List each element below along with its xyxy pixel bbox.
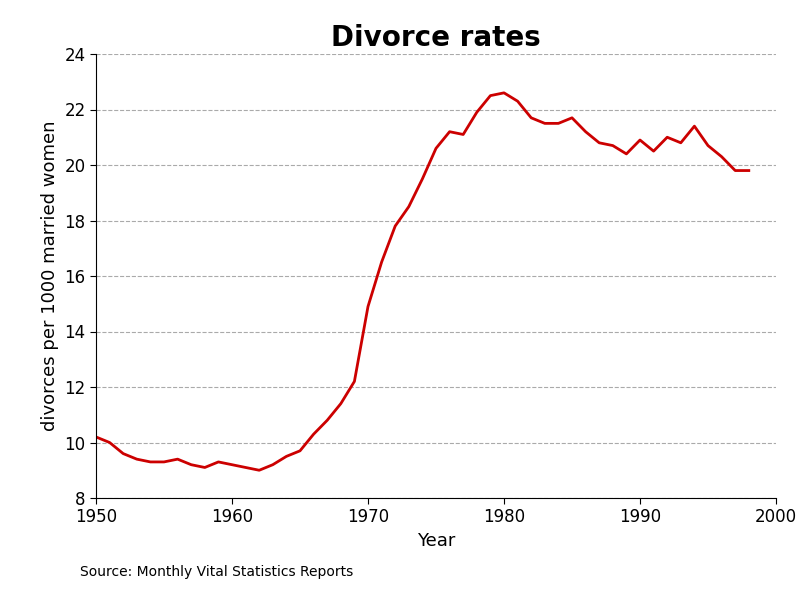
Title: Divorce rates: Divorce rates [331,23,541,52]
Text: Source: Monthly Vital Statistics Reports: Source: Monthly Vital Statistics Reports [80,565,354,579]
X-axis label: Year: Year [417,532,455,550]
Y-axis label: divorces per 1000 married women: divorces per 1000 married women [41,121,58,431]
